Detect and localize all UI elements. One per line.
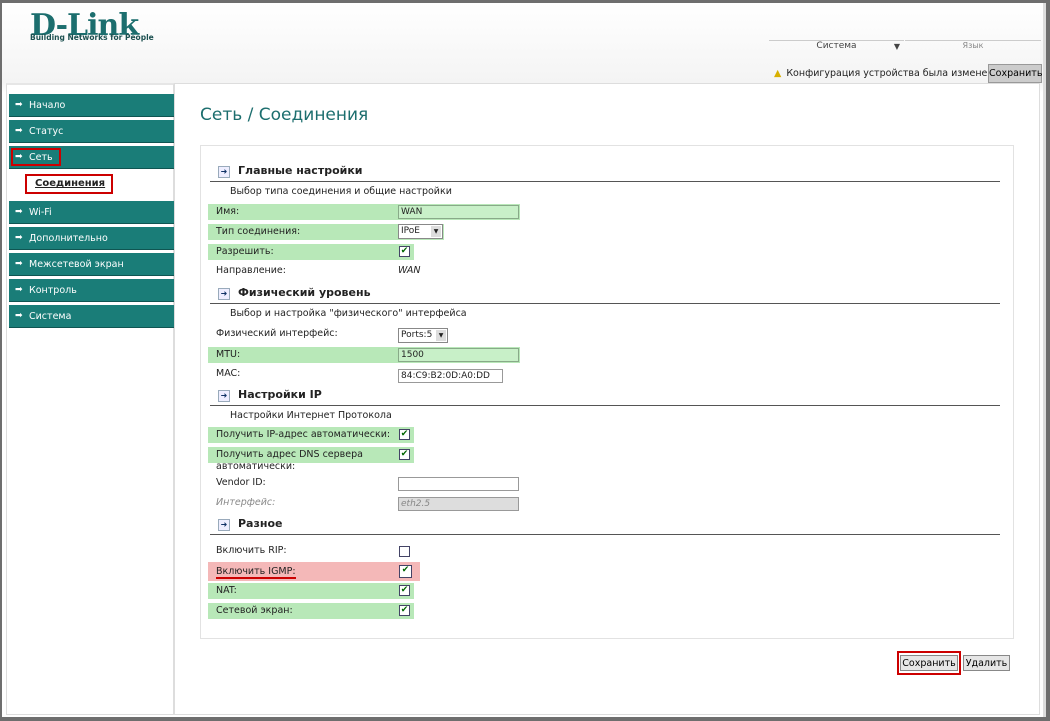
sidebar-item-label: Сеть [29, 152, 53, 163]
auto-dns-checkbox[interactable]: ✔ [399, 449, 410, 460]
auto-ip-label: Получить IP-адрес автоматически: [208, 427, 414, 443]
vendor-id-input[interactable] [398, 477, 519, 491]
sidebar-item-network[interactable]: ➡ Сеть [9, 146, 174, 169]
arrow-right-icon: ➡ [15, 126, 23, 136]
select-value: IPoE [401, 226, 420, 236]
sidebar-item-label: Статус [29, 126, 64, 137]
warning-text: Конфигурация устройства была изменена [786, 68, 1000, 79]
sidebar-item-system[interactable]: ➡ Система [9, 305, 174, 328]
sidebar-item-home[interactable]: ➡ Начало [9, 94, 174, 117]
auto-ip-checkbox[interactable]: ✔ [399, 429, 410, 440]
vendor-id-label: Vendor ID: [216, 477, 266, 488]
section-physical: ➜ Физический уровень [218, 286, 371, 300]
nat-label: NAT: [208, 583, 414, 599]
divider [210, 534, 1000, 535]
sidebar-subitem-connections[interactable]: Соединения [25, 174, 113, 194]
system-menu-dropdown[interactable]: Система ▼ [769, 40, 904, 54]
sidebar: ➡ Начало ➡ Статус ➡ Сеть Соединения ➡ Wi-Fi … [6, 83, 174, 715]
highlight-box [11, 148, 61, 166]
arrow-right-icon: ➡ [15, 259, 23, 269]
physical-interface-select[interactable]: Ports:5 ▼ [398, 328, 448, 343]
delete-button[interactable]: Удалить [963, 655, 1010, 671]
arrow-right-icon: ➡ [15, 285, 23, 295]
section-arrow-icon: ➜ [218, 390, 230, 402]
sidebar-item-status[interactable]: ➡ Статус [9, 120, 174, 143]
arrow-right-icon: ➡ [15, 100, 23, 110]
language-menu[interactable]: Язык [905, 40, 1041, 54]
mac-input[interactable]: 84:C9:B2:0D:A0:DD [398, 369, 503, 383]
physical-interface-label: Физический интерфейс: [216, 328, 338, 339]
enable-label: Разрешить: [208, 244, 414, 260]
page-title: Сеть / Соединения [200, 105, 369, 125]
section-subtitle: Настройки Интернет Протокола [230, 410, 392, 421]
firewall-label: Сетевой экран: [208, 603, 414, 619]
section-title: Физический уровень [238, 286, 371, 299]
connection-type-select[interactable]: IPoE ▼ [398, 224, 443, 239]
section-title: Разное [238, 517, 283, 530]
auto-dns-label-cont: автоматически: [216, 461, 296, 472]
section-title: Настройки IP [238, 388, 322, 401]
chevron-down-icon: ▼ [893, 42, 900, 51]
section-subtitle: Выбор и настройка "физического" интерфей… [230, 308, 467, 319]
section-main: ➜ Главные настройки [218, 164, 363, 178]
select-value: Ports:5 [401, 330, 433, 340]
divider [210, 405, 1000, 406]
arrow-right-icon: ➡ [15, 207, 23, 217]
interface-input-disabled: eth2.5 [398, 497, 519, 511]
section-subtitle: Выбор типа соединения и общие настройки [230, 186, 452, 197]
top-save-button[interactable]: Сохранить [988, 64, 1042, 83]
warning-icon: ▲ [774, 68, 782, 79]
dlink-tagline: Building Networks for People [30, 33, 154, 42]
firewall-checkbox[interactable]: ✔ [399, 605, 410, 616]
system-menu-label: Система [816, 41, 857, 51]
sidebar-item-advanced[interactable]: ➡ Дополнительно [9, 227, 174, 250]
chevron-down-icon: ▼ [431, 226, 441, 237]
sidebar-item-label: Система [29, 311, 72, 322]
rip-label: Включить RIP: [216, 545, 287, 556]
sidebar-item-label: Wi-Fi [29, 207, 52, 218]
interface-label: Интерфейс: [216, 497, 276, 508]
sidebar-item-label: Дополнительно [29, 233, 108, 244]
sidebar-item-wifi[interactable]: ➡ Wi-Fi [9, 201, 174, 224]
sidebar-item-firewall[interactable]: ➡ Межсетевой экран [9, 253, 174, 276]
igmp-label: Включить IGMP: [208, 562, 420, 581]
divider [210, 181, 1000, 182]
mac-label: MAC: [216, 368, 241, 379]
section-arrow-icon: ➜ [218, 288, 230, 300]
section-arrow-icon: ➜ [218, 166, 230, 178]
mtu-input[interactable]: 1500 [398, 348, 519, 362]
save-button[interactable]: Сохранить [900, 655, 958, 671]
auto-dns-label: Получить адрес DNS сервера [208, 447, 414, 463]
enable-checkbox[interactable]: ✔ [399, 246, 410, 257]
section-title: Главные настройки [238, 164, 363, 177]
section-ip: ➜ Настройки IP [218, 388, 322, 402]
dlink-logo: D-Link [30, 8, 139, 43]
direction-label: Направление: [216, 265, 286, 276]
sidebar-item-label: Межсетевой экран [29, 259, 124, 270]
chevron-down-icon: ▼ [436, 330, 446, 341]
igmp-checkbox[interactable]: ✔ [399, 565, 412, 578]
connection-type-label: Тип соединения: [208, 224, 444, 240]
sidebar-item-control[interactable]: ➡ Контроль [9, 279, 174, 302]
rip-checkbox[interactable] [399, 546, 410, 557]
save-highlight [897, 651, 961, 675]
arrow-right-icon: ➡ [15, 233, 23, 243]
direction-value: WAN [398, 265, 421, 276]
name-input[interactable]: WAN [398, 205, 519, 219]
arrow-right-icon: ➡ [15, 311, 23, 321]
arrow-right-icon: ➡ [15, 152, 23, 162]
divider [210, 303, 1000, 304]
sidebar-item-label: Начало [29, 100, 66, 111]
nat-checkbox[interactable]: ✔ [399, 585, 410, 596]
sidebar-item-label: Контроль [29, 285, 77, 296]
section-arrow-icon: ➜ [218, 519, 230, 531]
igmp-label-text: Включить IGMP: [216, 566, 296, 579]
config-changed-notice: ▲ Конфигурация устройства была изменена [774, 68, 999, 79]
section-misc: ➜ Разное [218, 517, 283, 531]
